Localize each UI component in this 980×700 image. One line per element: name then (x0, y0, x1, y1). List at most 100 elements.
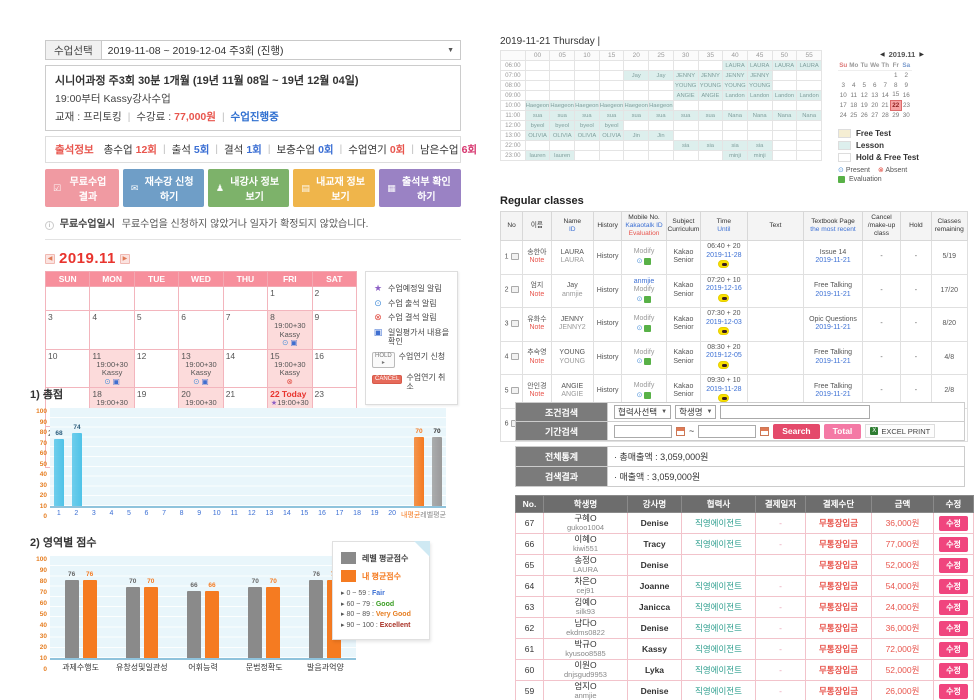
mini-day-cell[interactable]: 18 (850, 101, 858, 109)
schedule-slot[interactable]: HaegeonPark (623, 100, 650, 111)
mini-day-cell[interactable]: 4 (851, 81, 856, 89)
schedule-slot[interactable] (771, 130, 798, 141)
excel-print-button[interactable]: X EXCEL PRINT (865, 424, 936, 438)
schedule-slot[interactable] (524, 90, 551, 101)
class-select[interactable]: 수업선택 2019-11-08 ~ 2019-12-04 주3회 (진행) ▼ (45, 40, 461, 60)
schedule-slot[interactable] (771, 100, 798, 111)
schedule-slot[interactable]: OLIVIA (598, 130, 625, 141)
partner-link[interactable]: 직영에이전트 (681, 638, 756, 660)
schedule-slot[interactable]: sua (697, 110, 724, 121)
edit-button[interactable]: 수정 (939, 683, 968, 699)
attendance-action-button[interactable]: ▦ 출석부 확인하기 (379, 169, 462, 207)
schedule-slot[interactable]: Landon (746, 90, 773, 101)
mini-day-cell[interactable]: 5 (862, 81, 866, 89)
mini-day-cell[interactable]: 12 (860, 91, 868, 99)
present-icon[interactable]: ⊙ (636, 324, 643, 332)
schedule-slot[interactable] (623, 60, 650, 71)
schedule-slot[interactable]: Landon (771, 90, 798, 101)
schedule-slot[interactable] (672, 130, 699, 141)
schedule-slot[interactable]: lauren (549, 150, 576, 161)
mail-action-button[interactable]: ✉ 재수강 신청하기 (122, 169, 204, 207)
schedule-slot[interactable] (771, 140, 798, 151)
history-link[interactable]: History (592, 273, 623, 308)
evaluation-icon[interactable] (644, 324, 652, 332)
schedule-slot[interactable]: HaegeonPark (524, 100, 551, 111)
partner-link[interactable]: 직영에이전트 (681, 680, 756, 700)
schedule-slot[interactable]: minji (722, 150, 748, 161)
mini-cal-next-icon[interactable]: ▶ (919, 52, 924, 58)
schedule-slot[interactable]: YOUNG (672, 80, 699, 91)
schedule-slot[interactable] (524, 140, 551, 151)
edit-button[interactable]: 수정 (939, 620, 968, 636)
note-link[interactable]: Note (529, 391, 545, 399)
note-link[interactable]: Note (529, 290, 545, 298)
evaluation-icon[interactable] (644, 257, 652, 265)
schedule-slot[interactable]: Landon (796, 90, 822, 101)
schedule-slot[interactable]: Jin (623, 130, 650, 141)
partner-link[interactable]: 직영에이전트 (681, 596, 756, 618)
present-icon[interactable]: ⊙ (636, 391, 643, 399)
mini-day-cell[interactable]: 25 (850, 111, 858, 119)
schedule-slot[interactable] (697, 150, 724, 161)
schedule-slot[interactable]: HaegeonPark (549, 100, 576, 111)
schedule-slot[interactable]: sia (672, 140, 699, 151)
schedule-slot[interactable] (549, 70, 576, 81)
schedule-slot[interactable] (623, 80, 650, 91)
schedule-slot[interactable]: YOUNG (722, 80, 748, 91)
modify-link[interactable]: Modify (633, 248, 655, 256)
schedule-slot[interactable] (623, 140, 650, 151)
history-link[interactable]: History (592, 340, 623, 375)
schedule-slot[interactable]: OLIVIA (574, 130, 600, 141)
keyword-input[interactable] (720, 405, 871, 419)
partner-link[interactable]: 직영에이전트 (681, 575, 756, 597)
schedule-slot[interactable]: sua (598, 110, 625, 121)
mini-day-cell[interactable]: 2 (904, 71, 908, 79)
photo-icon[interactable] (510, 252, 519, 260)
mini-day-cell[interactable]: 7 (883, 81, 887, 89)
field-select[interactable]: 학생명 ▼ (675, 405, 717, 419)
mini-day-cell[interactable]: 27 (871, 111, 879, 119)
schedule-slot[interactable] (549, 90, 576, 101)
schedule-slot[interactable] (771, 70, 798, 81)
present-icon[interactable]: ⊙ (636, 295, 643, 303)
mini-day-cell[interactable]: 24 (839, 111, 847, 119)
schedule-slot[interactable] (771, 150, 798, 161)
schedule-slot[interactable]: sua (648, 110, 674, 121)
schedule-slot[interactable]: HaegeonPark (648, 100, 674, 111)
schedule-slot[interactable]: YOUNG (697, 80, 724, 91)
schedule-slot[interactable] (672, 60, 699, 71)
edit-button[interactable]: 수정 (939, 515, 968, 531)
schedule-slot[interactable] (648, 60, 674, 71)
modify-link[interactable]: Modify (633, 286, 655, 293)
edit-button[interactable]: 수정 (939, 557, 968, 573)
schedule-slot[interactable] (574, 70, 600, 81)
schedule-slot[interactable] (796, 100, 822, 111)
schedule-slot[interactable] (697, 130, 724, 141)
schedule-slot[interactable] (697, 60, 724, 71)
calendar-prev-icon[interactable]: ◀ (45, 253, 55, 264)
schedule-slot[interactable] (648, 150, 674, 161)
schedule-slot[interactable] (524, 80, 551, 91)
schedule-slot[interactable] (796, 120, 822, 131)
schedule-slot[interactable] (598, 150, 625, 161)
kakao-icon[interactable] (718, 360, 730, 369)
schedule-slot[interactable]: JENNY (722, 70, 748, 81)
schedule-slot[interactable]: Jay (623, 70, 650, 81)
schedule-slot[interactable] (549, 60, 576, 71)
schedule-slot[interactable] (623, 90, 650, 101)
schedule-slot[interactable]: minji (746, 150, 773, 161)
schedule-slot[interactable]: lauren (524, 150, 551, 161)
kakao-icon[interactable] (718, 260, 730, 268)
edit-button[interactable]: 수정 (939, 641, 968, 657)
schedule-slot[interactable]: Jin (648, 130, 674, 141)
schedule-slot[interactable]: Nana (796, 110, 822, 121)
schedule-slot[interactable] (722, 100, 748, 111)
schedule-slot[interactable] (672, 150, 699, 161)
edit-button[interactable]: 수정 (939, 599, 968, 615)
mini-day-cell[interactable]: 16 (902, 91, 910, 99)
mini-day-cell[interactable]: 26 (860, 111, 868, 119)
mini-cal-prev-icon[interactable]: ◀ (880, 52, 885, 58)
mini-day-cell[interactable]: 11 (850, 91, 858, 99)
schedule-slot[interactable]: OLIVIA (524, 130, 551, 141)
schedule-slot[interactable] (574, 140, 600, 151)
